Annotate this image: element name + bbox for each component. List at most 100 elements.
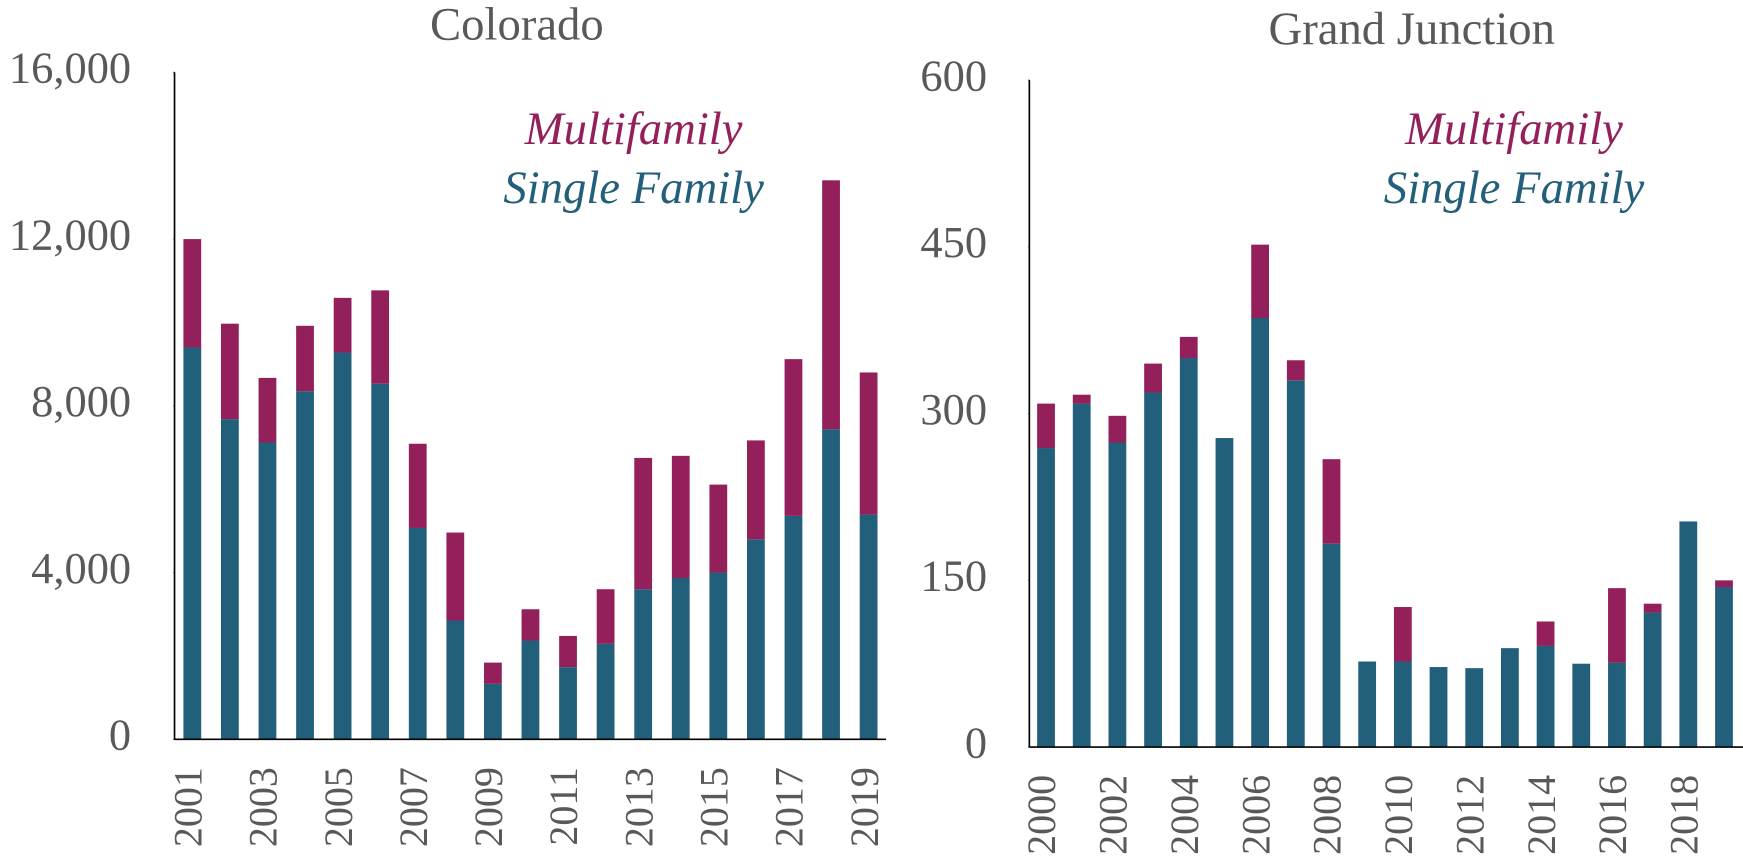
y-tick-label: 600 [920, 50, 987, 100]
chart-title: Colorado [430, 0, 604, 51]
bar-segment [1536, 621, 1555, 646]
bar-segment [559, 635, 577, 668]
bar-segment [408, 527, 427, 740]
legend-label: Multifamily [524, 103, 743, 155]
bar-segment [596, 589, 615, 644]
bar-segment [1429, 667, 1448, 748]
x-tick-label: 2009 [466, 767, 511, 847]
x-tick-label: 2001 [165, 767, 210, 847]
x-tick-label: 2010 [1376, 775, 1421, 855]
bar-segment [1572, 663, 1591, 748]
x-tick-label: 2008 [1305, 775, 1350, 855]
bar-segment [859, 514, 878, 740]
bar-segment [521, 640, 540, 740]
bar-segment [521, 609, 540, 641]
bar-segment [446, 620, 465, 740]
x-tick-label: 2006 [1233, 775, 1278, 855]
bar-segment [220, 419, 239, 740]
bar-segment [1643, 612, 1662, 748]
bar-segment [1536, 645, 1555, 748]
legend-label: Single Family [503, 162, 764, 214]
y-tick-label: 150 [920, 551, 987, 601]
legend-label: Multifamily [1404, 103, 1623, 155]
bar-segment [371, 383, 390, 740]
bar-segment [183, 347, 202, 740]
bar-segment [258, 377, 277, 443]
bar-segment [1072, 403, 1091, 748]
bar-segment [784, 359, 803, 516]
bar-segment [408, 443, 427, 528]
chart-title: Grand Junction [1269, 3, 1555, 55]
bar-segment [671, 455, 690, 578]
y-tick-label: 12,000 [9, 209, 131, 259]
bar-segment [183, 239, 202, 348]
bar-segment [1393, 661, 1412, 748]
bar-segment [1643, 603, 1662, 613]
x-tick-label: 2002 [1091, 775, 1136, 855]
x-tick-label: 2007 [391, 767, 436, 847]
bar-segment [1715, 580, 1733, 588]
x-tick-label: 2005 [316, 767, 361, 847]
bar-segment [1322, 459, 1341, 544]
bar-segment [1501, 648, 1519, 748]
bar-segment [1679, 521, 1698, 748]
bar-segment [1144, 363, 1162, 393]
bar-segment [1108, 442, 1127, 748]
bar-segment [1286, 380, 1305, 748]
bar-segment [258, 442, 277, 740]
y-tick-label: 0 [109, 710, 131, 760]
bar-segment [822, 429, 840, 740]
bar-segment [220, 323, 239, 420]
bar-segment [1251, 244, 1270, 319]
x-tick-label: 2015 [692, 767, 737, 847]
bar-segment [822, 180, 840, 430]
bar-segment [1286, 360, 1305, 381]
x-tick-label: 2004 [1162, 775, 1207, 855]
bar-segment [1215, 438, 1234, 748]
bar-segment [296, 391, 314, 740]
bar-segment [483, 662, 502, 684]
bar-segment [709, 484, 728, 573]
bar-segment [1358, 661, 1377, 748]
y-tick-label: 450 [920, 217, 987, 267]
x-tick-label: 2003 [241, 767, 286, 847]
bar-segment [1251, 318, 1270, 748]
bar-segment [671, 577, 690, 740]
bar-segment [333, 297, 352, 353]
y-tick-label: 16,000 [9, 43, 131, 93]
y-tick-label: 0 [965, 717, 987, 767]
y-tick-label: 4,000 [31, 543, 131, 593]
legend-label: Single Family [1384, 162, 1645, 214]
bar-segment [1465, 668, 1484, 748]
bar-segment [333, 352, 352, 740]
x-tick-label: 2014 [1519, 775, 1564, 855]
bar-segment [709, 572, 728, 740]
bar-segment [1393, 607, 1412, 662]
bar-segment [1144, 392, 1162, 748]
x-tick-label: 2012 [1447, 775, 1492, 855]
x-tick-label: 2019 [842, 767, 887, 847]
x-tick-label: 2013 [616, 767, 661, 847]
x-tick-label: 2016 [1590, 775, 1635, 855]
bar-segment [747, 539, 765, 740]
bar-segment [1108, 415, 1127, 443]
bar-segment [1037, 448, 1055, 748]
bar-segment [596, 643, 615, 740]
x-tick-label: 2011 [541, 767, 586, 846]
bar-segment [747, 440, 765, 540]
bar-segment [1608, 588, 1626, 663]
bar-segment [1608, 662, 1626, 748]
bar-segment [634, 589, 653, 740]
bar-segment [446, 532, 465, 621]
bar-segment [1179, 336, 1198, 359]
x-tick-label: 2000 [1019, 775, 1064, 855]
x-tick-label: 2018 [1661, 775, 1706, 855]
bar-segment [1072, 394, 1091, 404]
bar-segment [559, 667, 577, 740]
bar-segment [1037, 403, 1055, 449]
x-tick-label: 2017 [767, 767, 812, 847]
bar-segment [1322, 543, 1341, 748]
bar-segment [483, 683, 502, 740]
bar-segment [1179, 358, 1198, 748]
